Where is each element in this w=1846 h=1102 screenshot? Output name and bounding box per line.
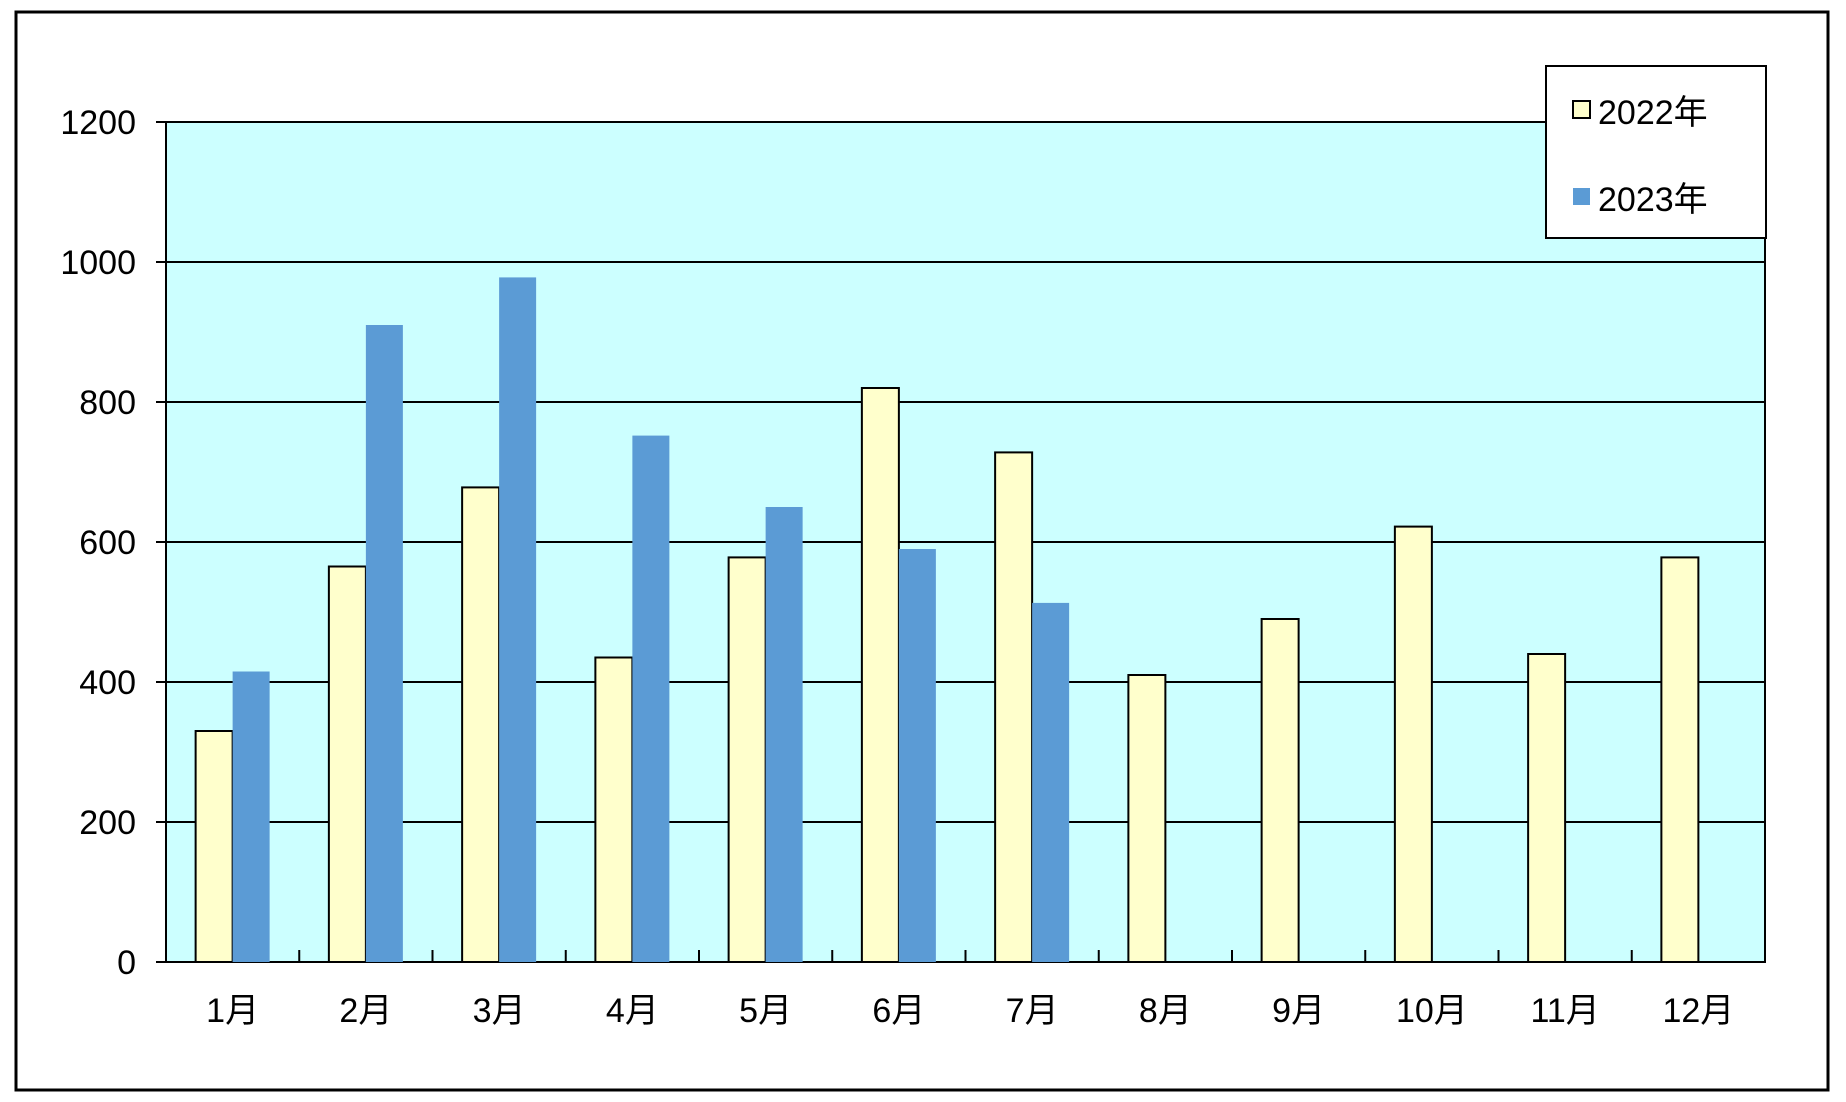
legend-swatch-2022: [1572, 100, 1591, 119]
y-tick-label: 1000: [60, 244, 136, 282]
bar-2022-1: [194, 730, 234, 963]
x-axis-ticks: 1月 2月 3月 4月 5月 6月 7月 8月 9月 10月 11月 12月: [165, 950, 1766, 1030]
x-tick-label: 1月: [206, 992, 259, 1030]
bar-2022-12: [1660, 556, 1700, 964]
bar-2023-2: [365, 325, 403, 962]
x-tick-label: 5月: [739, 992, 792, 1030]
legend-label-2022: 2022年: [1598, 94, 1708, 132]
bar-2023-5: [765, 507, 803, 962]
bar-2022-5: [727, 556, 767, 964]
x-tick-label: 6月: [872, 992, 925, 1030]
legend-box: [1545, 65, 1767, 239]
legend-label-2023: 2023年: [1598, 181, 1708, 219]
y-tick-label: 400: [79, 664, 136, 702]
legend-swatch-2023: [1573, 188, 1590, 205]
y-tick-label: 1200: [60, 104, 136, 142]
x-tick-label: 3月: [473, 992, 526, 1030]
gridlines: [166, 261, 1765, 823]
bar-2022-7: [994, 451, 1034, 963]
bar-2022-4: [594, 656, 634, 963]
x-tick-label: 9月: [1272, 992, 1325, 1030]
bars: [194, 277, 1700, 964]
y-tick-label: 800: [79, 384, 136, 422]
bar-2023-6: [898, 549, 936, 962]
x-tick-label: 12月: [1662, 992, 1734, 1030]
x-tick-label: 8月: [1139, 992, 1192, 1030]
bar-2022-8: [1127, 674, 1167, 963]
bar-2022-6: [860, 387, 900, 963]
y-axis-ticks: 0 200 400 600 800 1000 1200: [60, 104, 166, 982]
legend: 2022年 2023年: [1545, 65, 1767, 239]
bar-2023-7: [1032, 602, 1070, 962]
y-tick-label: 600: [79, 524, 136, 562]
bar-2022-9: [1260, 618, 1300, 963]
bar-2022-2: [327, 565, 367, 963]
x-tick-label: 7月: [1006, 992, 1059, 1030]
x-tick-label: 2月: [339, 992, 392, 1030]
y-tick-label: 200: [79, 804, 136, 842]
bar-2022-11: [1527, 653, 1567, 963]
x-tick-label: 4月: [606, 992, 659, 1030]
y-tick-label: 0: [117, 944, 136, 982]
x-tick-label: 11月: [1530, 992, 1599, 1030]
bar-2023-4: [632, 435, 670, 963]
bar-2022-10: [1393, 525, 1433, 963]
x-tick-label: 10月: [1396, 992, 1468, 1030]
bar-2023-1: [232, 671, 270, 962]
bar-2022-3: [461, 486, 501, 963]
bar-2023-3: [499, 277, 537, 962]
